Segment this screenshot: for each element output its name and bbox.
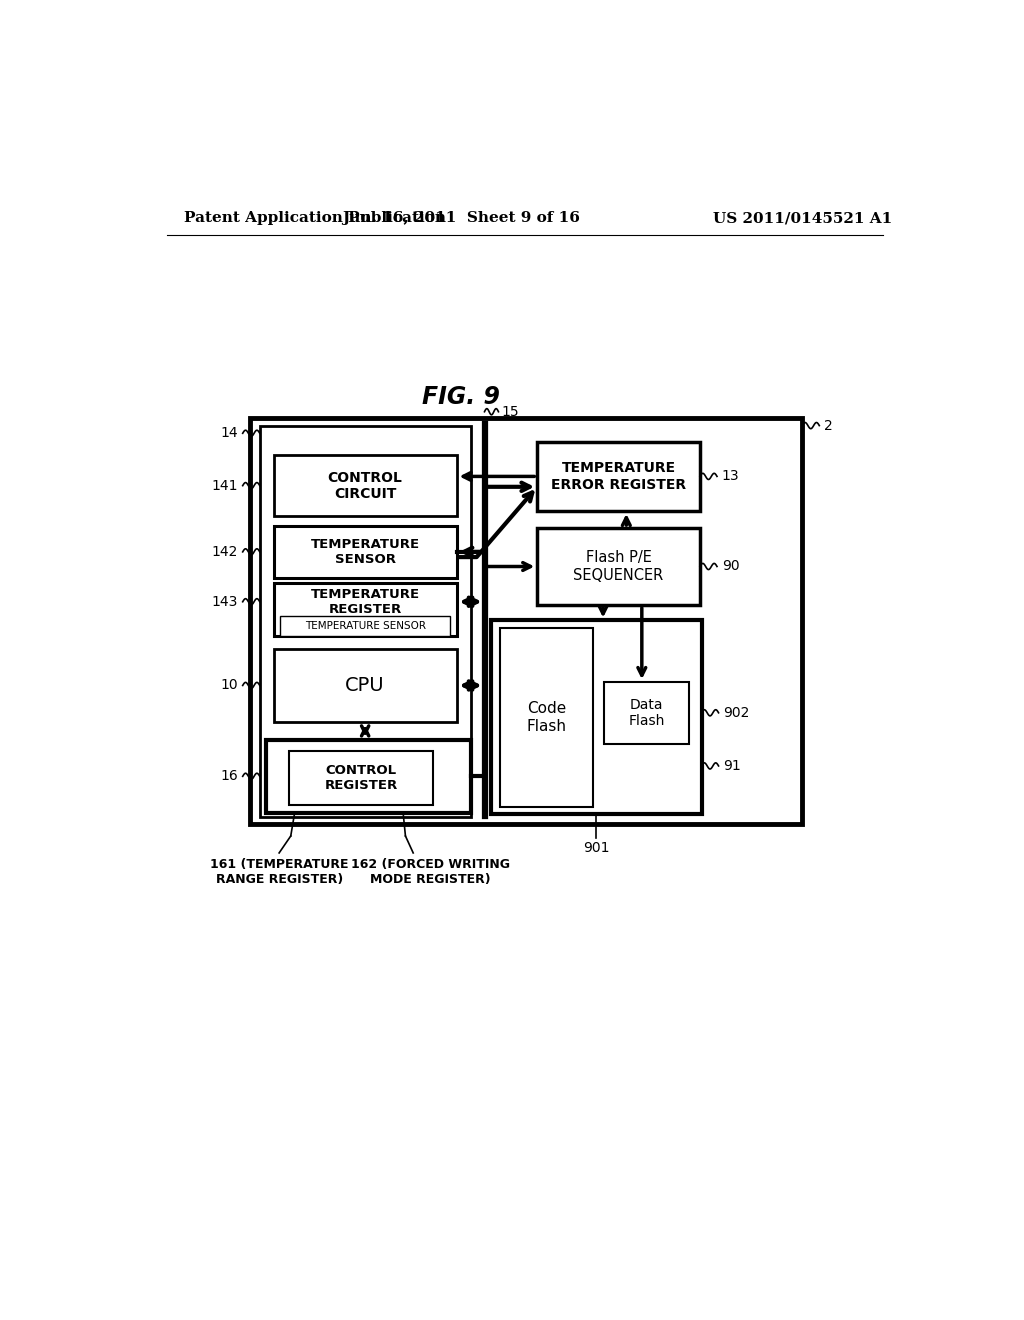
- Text: 91: 91: [723, 759, 741, 774]
- Bar: [251, 418, 802, 825]
- Text: 902: 902: [723, 706, 750, 719]
- Text: 16: 16: [220, 770, 238, 783]
- Text: 13: 13: [722, 470, 739, 483]
- Bar: [273, 455, 457, 516]
- Text: 15: 15: [502, 405, 519, 418]
- Text: US 2011/0145521 A1: US 2011/0145521 A1: [713, 211, 892, 226]
- Text: Jun. 16, 2011  Sheet 9 of 16: Jun. 16, 2011 Sheet 9 of 16: [342, 211, 581, 226]
- Text: 161 (TEMPERATURE
RANGE REGISTER): 161 (TEMPERATURE RANGE REGISTER): [210, 858, 348, 886]
- Text: 901: 901: [583, 841, 609, 855]
- Text: 14: 14: [220, 426, 238, 441]
- Bar: [260, 425, 471, 817]
- Text: Flash P/E
SEQUENCER: Flash P/E SEQUENCER: [573, 550, 664, 582]
- Text: CONTROL
CIRCUIT: CONTROL CIRCUIT: [328, 470, 402, 500]
- Bar: [538, 528, 700, 605]
- Text: 2: 2: [824, 418, 833, 433]
- Text: 143: 143: [212, 595, 238, 609]
- Text: Code
Flash: Code Flash: [526, 701, 566, 734]
- Text: 142: 142: [212, 545, 238, 558]
- Bar: [266, 739, 471, 813]
- Text: TEMPERATURE
ERROR REGISTER: TEMPERATURE ERROR REGISTER: [551, 461, 686, 491]
- Text: TEMPERATURE SENSOR: TEMPERATURE SENSOR: [305, 620, 426, 631]
- Bar: [604, 682, 689, 743]
- Bar: [273, 583, 457, 636]
- Text: CONTROL
REGISTER: CONTROL REGISTER: [325, 764, 398, 792]
- Bar: [273, 525, 457, 578]
- Text: TEMPERATURE
SENSOR: TEMPERATURE SENSOR: [310, 537, 420, 566]
- Text: 141: 141: [212, 479, 238, 492]
- Bar: [273, 649, 457, 722]
- Text: Patent Application Publication: Patent Application Publication: [183, 211, 445, 226]
- Text: 10: 10: [220, 678, 238, 693]
- Text: TEMPERATURE
REGISTER: TEMPERATURE REGISTER: [310, 587, 420, 615]
- Bar: [280, 616, 451, 636]
- Bar: [538, 442, 700, 511]
- Text: 90: 90: [722, 560, 739, 573]
- Text: Data
Flash: Data Flash: [629, 698, 665, 727]
- Bar: [500, 628, 593, 807]
- Text: CPU: CPU: [345, 676, 385, 694]
- Bar: [289, 751, 433, 805]
- Text: 162 (FORCED WRITING
MODE REGISTER): 162 (FORCED WRITING MODE REGISTER): [351, 858, 510, 886]
- Bar: [490, 620, 701, 814]
- Text: FIG. 9: FIG. 9: [422, 385, 501, 409]
